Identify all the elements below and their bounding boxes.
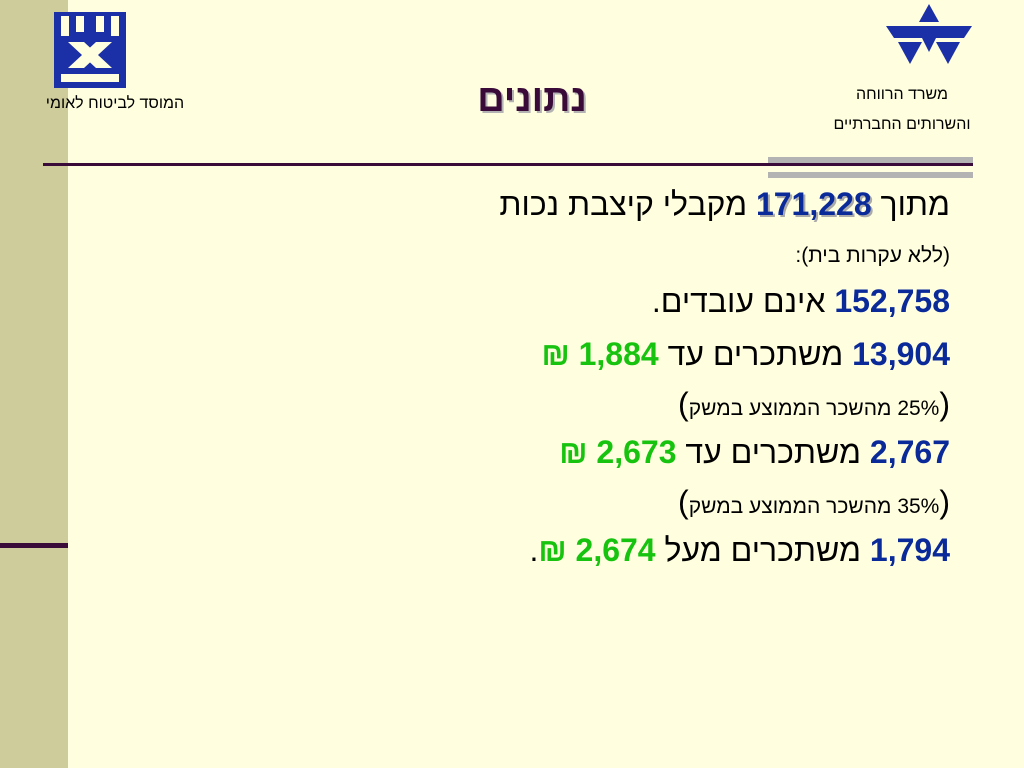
line-3-text: אינם עובדים.: [651, 283, 835, 319]
shekel-symbol-2: ₪: [559, 434, 597, 470]
line-earn-up-to-2673: 2,767 משתכרים עד 2,673 ₪: [300, 434, 950, 471]
line-5-open: (: [939, 386, 950, 422]
amount-2674: 2,674: [575, 532, 656, 568]
line-earn-above-2674: 1,794 משתכרים מעל 2,674 ₪.: [300, 532, 950, 569]
line-1-post: מקבלי קיצבת נכות: [499, 186, 756, 222]
line-5-close: ): [678, 386, 689, 422]
ministry-welfare-logo: [886, 4, 972, 64]
left-logo-caption: המוסד לביטוח לאומי: [45, 95, 185, 112]
line-1-pre: מתוך: [871, 186, 951, 222]
line-8-text: משתכרים מעל: [655, 532, 870, 568]
line-35-percent: (35% מהשכר הממוצע במשק): [300, 484, 950, 521]
line-earn-up-to-1884: 13,904 משתכרים עד 1,884 ₪: [300, 336, 950, 373]
grey-accent-rules: [768, 157, 973, 179]
amount-1884: 1,884: [578, 336, 659, 372]
left-accent-band: [0, 0, 68, 768]
line-25-percent: (25% מהשכר הממוצע במשק): [300, 386, 950, 423]
earn-up-to-2673-number: 2,767: [869, 434, 950, 470]
line-4-text: משתכרים עד: [658, 336, 853, 372]
line-5-text: 25% מהשכר הממוצע במשק: [688, 397, 940, 420]
title-divider: [43, 163, 973, 166]
page-title: נתונים: [477, 78, 587, 120]
line-8-end: .: [529, 532, 539, 568]
earn-up-to-1884-number: 13,904: [852, 336, 950, 372]
shekel-symbol-3: ₪: [538, 532, 576, 568]
right-logo-caption-line-1: משרד הרווחה: [855, 86, 949, 103]
total-recipients-number: 171,228: [755, 186, 872, 222]
shekel-symbol-1: ₪: [541, 336, 579, 372]
line-7-close: ): [678, 484, 689, 520]
line-7-text: 35% מהשכר הממוצע במשק: [688, 495, 940, 518]
left-accent-bar: [0, 543, 68, 548]
line-6-text: משתכרים עד: [676, 434, 870, 470]
earn-above-2674-number: 1,794: [869, 532, 950, 568]
right-logo-caption-line-2: והשרותים החברתיים: [833, 116, 971, 133]
line-7-open: (: [939, 484, 950, 520]
right-logo-caption: משרד הרווחה והשרותים החברתיים: [780, 80, 1024, 140]
line-excluding-housewives: (ללא עקרות בית):: [795, 244, 950, 267]
national-insurance-logo: [54, 12, 126, 88]
amount-2673: 2,673: [596, 434, 677, 470]
line-not-working: 152,758 אינם עובדים.: [300, 283, 950, 320]
not-working-number: 152,758: [834, 283, 950, 319]
line-total-recipients: מתוך 171,228 מקבלי קיצבת נכות: [300, 186, 950, 223]
